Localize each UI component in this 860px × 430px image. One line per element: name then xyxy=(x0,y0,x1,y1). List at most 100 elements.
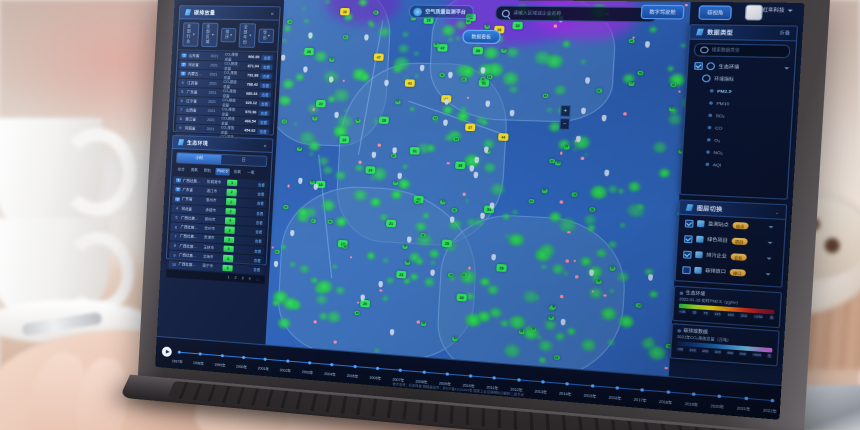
map-pin-icon[interactable] xyxy=(273,261,278,268)
collapse-button[interactable]: 折叠 xyxy=(779,29,791,36)
user-menu[interactable]: 红年科技 xyxy=(763,7,793,14)
timeline-year-label[interactable]: 1998年 xyxy=(192,360,205,366)
chevron-down-icon[interactable] xyxy=(765,273,771,276)
map-marker-small[interactable]: 36 xyxy=(452,336,459,341)
map-marker-24[interactable]: 25 xyxy=(441,239,453,248)
map-marker-small[interactable]: 46 xyxy=(327,219,333,224)
eco-tab-2[interactable]: 颗粒 xyxy=(203,168,212,173)
map-marker-7[interactable]: 39 xyxy=(472,46,484,55)
timeline-year-label[interactable]: 2004年 xyxy=(324,371,336,377)
map-pin-icon[interactable] xyxy=(560,318,566,326)
zoom-in-button[interactable]: + xyxy=(559,104,572,118)
close-icon[interactable]: ✕ xyxy=(270,10,275,16)
map-marker-small[interactable]: 53 xyxy=(465,19,471,24)
eco-period-toggle[interactable]: 小时日 xyxy=(175,152,268,168)
map-point[interactable] xyxy=(567,230,571,234)
map-point[interactable] xyxy=(559,200,563,204)
map-marker-small[interactable]: 47 xyxy=(595,279,602,284)
map-marker-26[interactable]: 29 xyxy=(496,263,507,272)
timeline-tick[interactable] xyxy=(220,353,224,357)
map-marker-small[interactable]: 15 xyxy=(414,199,420,205)
view-button[interactable]: 查看 xyxy=(255,220,263,226)
checkbox[interactable] xyxy=(682,250,692,259)
map-marker-small[interactable]: 27 xyxy=(392,180,399,186)
view-button[interactable]: 查看 xyxy=(256,211,264,216)
timeline-year-label[interactable]: 2021年 xyxy=(736,406,751,412)
timeline-tick[interactable] xyxy=(590,383,595,388)
timeline-year-label[interactable]: 2019年 xyxy=(684,401,699,408)
timeline-year-label[interactable]: 2018年 xyxy=(658,399,673,406)
map-marker-small[interactable]: 50 xyxy=(637,70,644,76)
view-button[interactable]: 查看 xyxy=(258,100,271,107)
map-marker-small[interactable]: 53 xyxy=(274,249,280,255)
map-marker-small[interactable]: 36 xyxy=(404,259,411,265)
map-marker-small[interactable]: 38 xyxy=(589,207,596,213)
timeline-tick[interactable] xyxy=(770,398,775,402)
map-pin-icon[interactable] xyxy=(489,202,495,209)
map-marker-14[interactable]: 37 xyxy=(464,123,476,132)
map-marker-18[interactable]: 35 xyxy=(455,161,466,170)
timeline-year-label[interactable]: 2016年 xyxy=(608,395,622,401)
timeline-tick[interactable] xyxy=(177,350,181,354)
timeline-tick[interactable] xyxy=(398,368,403,372)
view-button[interactable]: 查看 xyxy=(253,258,261,264)
timeline-year-label[interactable]: 2006年 xyxy=(369,375,382,381)
map-point[interactable] xyxy=(358,161,362,164)
view-button[interactable]: 查看 xyxy=(260,63,273,70)
map-marker-small[interactable]: 48 xyxy=(542,93,549,99)
map-marker-small[interactable]: 34 xyxy=(636,303,643,309)
map-marker-small[interactable]: 39 xyxy=(390,153,397,159)
map-marker-small[interactable]: 33 xyxy=(439,72,445,78)
view-button[interactable]: 查看 xyxy=(261,54,273,61)
map-point[interactable] xyxy=(553,24,557,28)
map-pin-icon[interactable] xyxy=(313,183,319,190)
data-board-button[interactable]: 数据看板 xyxy=(462,29,501,45)
data-type-search-input[interactable]: 搜索数据类型 xyxy=(693,43,791,59)
view-button[interactable]: 查看 xyxy=(257,192,265,197)
map-pin-icon[interactable] xyxy=(584,76,590,84)
checkbox[interactable] xyxy=(682,265,691,274)
map-marker-16[interactable]: 19 xyxy=(339,135,350,144)
map-marker-small[interactable]: 56 xyxy=(571,192,579,198)
timeline-year-label[interactable]: 2005年 xyxy=(346,373,359,379)
view-button[interactable]: 查看 xyxy=(257,128,269,134)
map-marker-small[interactable]: 31 xyxy=(628,39,635,44)
map-canvas[interactable]: 3629413833474739264331462228374419313524… xyxy=(265,0,691,378)
map-pin-icon[interactable] xyxy=(383,79,389,87)
map-marker-19[interactable]: 24 xyxy=(365,166,376,174)
map-marker-small[interactable]: 19 xyxy=(354,118,361,124)
map-marker-small[interactable]: 50 xyxy=(394,99,401,105)
carbon-filter-4[interactable]: 导出 xyxy=(258,28,275,44)
timeline-tick[interactable] xyxy=(541,379,545,384)
timeline-tick[interactable] xyxy=(263,357,268,361)
eco-segment-1[interactable]: 日 xyxy=(221,154,267,167)
tree-node-8[interactable]: AQI xyxy=(682,157,789,173)
timeline-year-label[interactable]: 1999年 xyxy=(214,362,226,368)
map-marker-small[interactable]: 18 xyxy=(555,160,562,166)
map-point[interactable] xyxy=(446,161,450,165)
layer-list[interactable]: 监测站点 站点 绿色项目 项目 排污企业 企业 碳排放口 排口 xyxy=(676,215,785,283)
map-point[interactable] xyxy=(313,320,317,324)
timeline-year-label[interactable]: 2017年 xyxy=(633,397,647,404)
timeline-tick[interactable] xyxy=(565,381,570,386)
map-marker-small[interactable]: 23 xyxy=(670,82,677,88)
timeline-tick[interactable] xyxy=(352,364,357,368)
page-4[interactable]: 4 xyxy=(248,276,251,281)
map-marker-27[interactable]: 23 xyxy=(396,270,407,279)
map-point[interactable] xyxy=(565,259,569,263)
timeline-year-label[interactable]: 2000年 xyxy=(235,364,248,370)
carbon-ranking-list[interactable]: 1 山东省 2021 CO₂排放总量 906.99 查看 2 河北省 2021 CO₂排放总量 87… xyxy=(173,50,277,145)
cockpit-button[interactable]: 数字驾驶舱 xyxy=(640,4,685,20)
map-marker-small[interactable]: 41 xyxy=(420,321,427,327)
map-point[interactable] xyxy=(378,143,381,147)
view-button[interactable]: 查看 xyxy=(258,109,270,116)
timeline-tick[interactable] xyxy=(744,396,748,400)
page-…[interactable]: … xyxy=(255,277,260,282)
map-point[interactable] xyxy=(287,184,290,188)
map-point[interactable] xyxy=(312,108,315,111)
map-point[interactable] xyxy=(559,151,563,155)
map-marker-small[interactable]: 17 xyxy=(628,81,635,86)
map-marker-small[interactable]: 12 xyxy=(312,116,318,121)
map-marker-small[interactable]: 19 xyxy=(609,266,616,271)
search-input[interactable]: 请输入区域或企业名称 xyxy=(494,5,658,23)
